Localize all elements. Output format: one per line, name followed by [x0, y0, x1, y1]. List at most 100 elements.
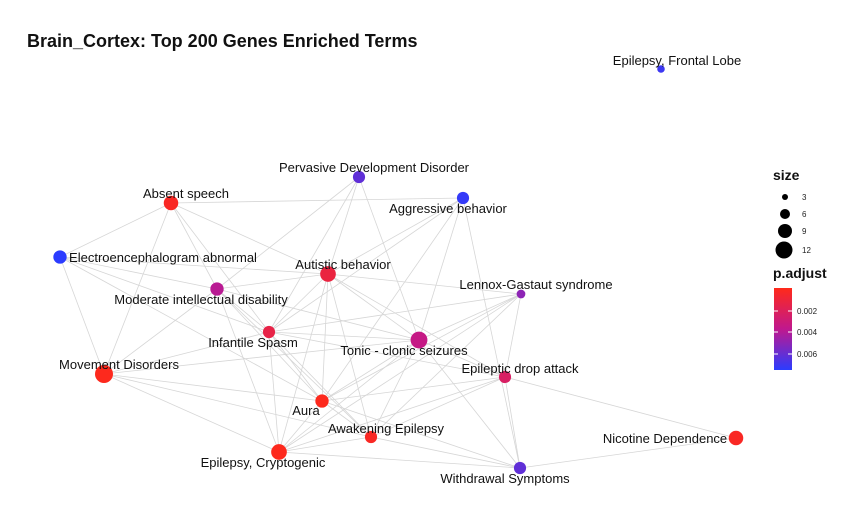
- edge-n8-n9: [268, 331, 420, 341]
- edge-n4-n8: [59, 256, 270, 333]
- node-aura[interactable]: [315, 394, 329, 408]
- node-aggressive-behavior[interactable]: [456, 191, 470, 205]
- node-awakening-epilepsy[interactable]: [364, 430, 378, 444]
- edge-n16-n14: [519, 437, 737, 469]
- edge-n11-n16: [504, 376, 521, 469]
- size-legend-dot-9: [778, 224, 792, 238]
- node-layer: [53, 65, 744, 475]
- node-absent-speech[interactable]: [163, 195, 179, 211]
- color-legend-tick-0.006: 0.006: [797, 350, 818, 359]
- size-legend-dot-6: [780, 209, 790, 219]
- node-label: Epileptic drop attack: [461, 361, 579, 376]
- edge-n7-n11: [504, 293, 522, 378]
- edge-n6-n15: [216, 288, 280, 453]
- size-legend-dot-12: [775, 241, 793, 259]
- edge-n11-n13: [370, 376, 506, 438]
- node-label: Pervasive Development Disorder: [279, 160, 470, 175]
- label-layer: Epilepsy, Frontal Lobe Pervasive Developm…: [59, 53, 741, 486]
- node-label: Moderate intellectual disability: [114, 292, 288, 307]
- edge-n3-n4: [59, 202, 172, 258]
- edge-n10-n12: [103, 373, 323, 402]
- size-legend-label-12: 12: [802, 246, 811, 255]
- node-autistic-behavior[interactable]: [320, 266, 336, 282]
- edge-n3-n6: [170, 202, 218, 290]
- node-tonic-clonic-seizures[interactable]: [410, 331, 428, 349]
- node-movement-disorders[interactable]: [95, 365, 113, 383]
- node-epileptic-drop-attack[interactable]: [498, 370, 512, 384]
- node-electroencephalogram-abnormal[interactable]: [53, 250, 67, 264]
- node-label: Withdrawal Symptoms: [440, 471, 570, 486]
- edge-n3-n5: [170, 202, 329, 275]
- node-nicotine-dependence[interactable]: [728, 430, 744, 446]
- edge-n13-n15: [278, 436, 372, 453]
- node-label: Aura: [292, 403, 320, 418]
- edge-n9-n15: [278, 339, 420, 453]
- edge-n8-n13: [268, 331, 372, 438]
- node-label: Infantile Spasm: [208, 335, 298, 350]
- edge-n4-n5: [59, 256, 329, 275]
- node-epilepsy-cryptogenic[interactable]: [271, 444, 287, 460]
- edge-n7-n15: [278, 293, 522, 453]
- edge-n2-n16: [462, 197, 521, 469]
- edge-n12-n15: [278, 400, 323, 453]
- size-legend-label-9: 9: [802, 227, 807, 236]
- edge-n5-n11: [327, 273, 506, 378]
- color-legend-tick-0.004: 0.004: [797, 328, 818, 337]
- edge-n3-n2: [170, 197, 464, 204]
- node-moderate-intellectual-disability[interactable]: [210, 282, 224, 296]
- size-legend-label-3: 3: [802, 193, 807, 202]
- node-label: Electroencephalogram abnormal: [69, 250, 257, 265]
- edge-n5-n8: [268, 273, 329, 333]
- size-legend-title: size: [773, 167, 800, 183]
- color-legend-title: p.adjust: [773, 265, 827, 281]
- edge-n5-n13: [327, 273, 372, 438]
- edge-n15-n16: [278, 451, 521, 469]
- node-label: Lennox-Gastaut syndrome: [459, 277, 612, 292]
- edge-n5-n12: [321, 273, 329, 402]
- edge-n2-n5: [327, 197, 464, 275]
- edge-n5-n15: [278, 273, 329, 453]
- node-label: Movement Disorders: [59, 357, 179, 372]
- node-withdrawal-symptoms[interactable]: [513, 461, 527, 475]
- edge-n13-n16: [370, 436, 521, 469]
- edge-n10-n15: [103, 373, 280, 453]
- edge-n9-n13: [370, 339, 420, 438]
- color-legend-tick-0.002: 0.002: [797, 307, 818, 316]
- plot-title: Brain_Cortex: Top 200 Genes Enriched Ter…: [27, 31, 417, 51]
- edge-n1-n5: [327, 176, 360, 275]
- edge-n8-n11: [268, 331, 506, 378]
- edge-n8-n10: [103, 331, 270, 375]
- node-label: Tonic - clonic seizures: [340, 343, 468, 358]
- edge-n7-n8: [268, 293, 522, 333]
- edge-n7-n9: [418, 293, 522, 341]
- node-epilepsy-frontal-lobe[interactable]: [657, 65, 665, 73]
- edge-n5-n7: [327, 273, 522, 295]
- edge-n6-n12: [216, 288, 323, 402]
- edge-n2-n8: [268, 197, 464, 333]
- edge-n8-n12: [268, 331, 323, 402]
- edge-n4-n12: [59, 256, 323, 402]
- edge-n6-n9: [216, 288, 420, 341]
- size-legend-label-6: 6: [802, 210, 807, 219]
- node-pervasive-development-disorder[interactable]: [352, 170, 366, 184]
- edge-n9-n10: [103, 339, 420, 375]
- node-label: Aggressive behavior: [389, 201, 507, 216]
- edge-n10-n13: [103, 373, 372, 438]
- node-lennox-gastaut-syndrome[interactable]: [516, 289, 526, 299]
- node-label: Epilepsy, Cryptogenic: [201, 455, 326, 470]
- edge-n5-n6: [216, 273, 329, 290]
- node-label: Absent speech: [143, 186, 229, 201]
- edge-layer: [59, 176, 737, 469]
- edge-n9-n11: [418, 339, 506, 378]
- edge-n1-n6: [216, 176, 360, 290]
- edge-n11-n12: [321, 376, 506, 402]
- color-legend-bar: [774, 288, 792, 370]
- edge-n1-n9: [358, 176, 420, 341]
- node-infantile-spasm[interactable]: [262, 325, 276, 339]
- edge-n4-n10: [59, 256, 105, 375]
- edge-n6-n8: [216, 288, 270, 333]
- edge-n6-n10: [103, 288, 218, 375]
- node-label: Epilepsy, Frontal Lobe: [613, 53, 741, 68]
- node-label: Autistic behavior: [295, 257, 391, 272]
